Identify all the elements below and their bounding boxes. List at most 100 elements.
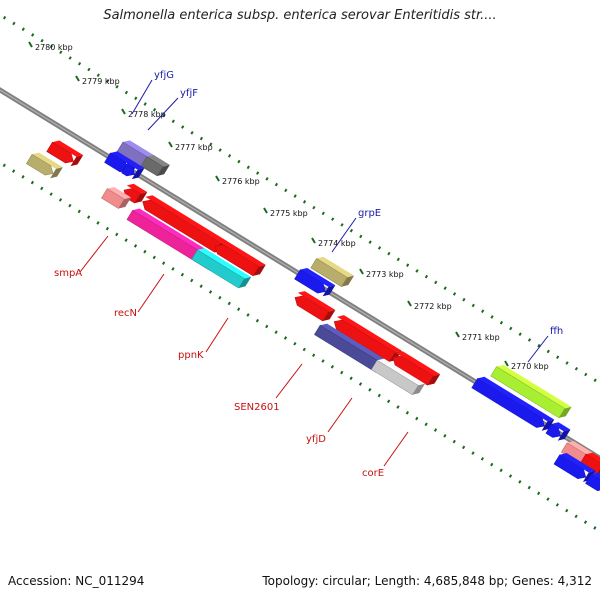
feature-front-face: [214, 244, 260, 277]
feature-front-face: [121, 163, 136, 177]
feature-ffh: [471, 376, 555, 431]
feature-blue-small-2: [545, 422, 571, 441]
feature-top-face: [567, 441, 595, 456]
feature-front-face: [490, 366, 566, 419]
ruler-tick: 2776 kbp: [215, 175, 260, 186]
feature-top-face: [107, 186, 132, 200]
ruler-label: 2771 kbp: [462, 333, 500, 342]
ruler-tick-mark: [407, 300, 412, 307]
feature-side-face: [322, 309, 336, 321]
ruler-label: 2770 kbp: [511, 362, 549, 371]
callout-leader-line: [275, 363, 303, 399]
gene-label: SEN2601: [234, 402, 280, 413]
callout-leader-line: [383, 431, 409, 467]
feature-front-face: [101, 188, 125, 209]
feature-olive-1: [25, 152, 63, 179]
feature-front-face: [471, 378, 545, 428]
feature-side-face: [541, 419, 555, 431]
feature-top-face: [126, 183, 148, 194]
feature-front-face: [25, 153, 54, 176]
feature-side-face: [253, 264, 266, 276]
ruler-tick: 2771 kbp: [455, 331, 500, 342]
feature-side-face: [558, 406, 572, 418]
gene-label: yfjG: [154, 70, 174, 81]
gene-callouts: yfjG yfjF grpE ffh smpA recN ppnK SEN2601 yfjD co…: [54, 70, 563, 479]
gene-label: ffh: [550, 326, 563, 337]
ruler-tick: 2780 kbp: [28, 41, 73, 52]
feature-top-face: [197, 248, 252, 279]
ruler-label: 2775 kbp: [270, 209, 308, 218]
feature-side-face: [118, 197, 132, 209]
feature-top-face: [377, 358, 426, 386]
callout-leader-line: [137, 273, 165, 313]
ruler-label: 2772 kbp: [414, 302, 452, 311]
feature-top-face: [52, 140, 84, 157]
feature-top-face: [297, 291, 336, 312]
feature-front-face: [46, 141, 74, 164]
feature-front-face: [142, 199, 221, 253]
feature-front-face: [294, 269, 326, 294]
ruler-label: 2774 kbp: [318, 239, 356, 248]
callout-leader-line: [327, 397, 353, 433]
feature-side-face: [322, 285, 336, 297]
gene-callout-recn: recN: [114, 273, 165, 319]
accession-text: Accession: NC_011294: [8, 574, 145, 588]
ruler-tick-mark: [311, 237, 316, 244]
ruler-tick-mark: [504, 360, 509, 367]
ruler-label: 2776 kbp: [222, 177, 260, 186]
feature-top-face: [395, 351, 441, 376]
feature-front-face: [585, 473, 600, 492]
feature-front-face: [294, 295, 329, 322]
feature-red-small-1: [46, 140, 84, 167]
ruler-tick: 2774 kbp: [311, 237, 356, 248]
ruler-label: 2778 kbp: [128, 110, 166, 119]
gene-label: yfjF: [180, 88, 198, 99]
feature-top-face: [300, 267, 336, 287]
ruler-tick-mark: [168, 141, 173, 148]
ruler-tick-mark: [455, 331, 460, 338]
ruler-tick-mark: [263, 207, 268, 214]
ruler-tick: 2773 kbp: [359, 268, 404, 279]
map-title: Salmonella enterica subsp. enterica sero…: [103, 8, 497, 23]
ruler-tick: 2777 kbp: [168, 141, 213, 152]
feature-corE: [371, 358, 426, 396]
feature-top-face: [585, 452, 600, 465]
gene-callout-grpe: grpE: [331, 208, 381, 253]
feature-front-face: [310, 258, 348, 288]
feature-grpE: [310, 256, 355, 288]
callout-leader-line: [205, 317, 229, 353]
feature-side-face: [70, 155, 84, 167]
feature-smpA: [101, 186, 132, 209]
feature-red-small-3: [294, 291, 336, 322]
ruler-label: 2780 kbp: [35, 43, 73, 52]
ruler-tick-mark: [359, 268, 364, 275]
feature-top-face: [320, 323, 389, 363]
feature-front-face: [191, 249, 245, 289]
feature-ppnK: [191, 248, 252, 289]
ruler-tick: 2778 kbp: [121, 108, 166, 119]
feature-front-face: [123, 188, 141, 204]
ruler-labels: 2780 kbp 2779 kbp 2778 kbp 2777 kbp 2776 kbp…: [28, 41, 549, 371]
feature-blue-right-2: [585, 472, 600, 492]
ruler-label: 2779 kbp: [82, 77, 120, 86]
feature-front-face: [140, 156, 164, 177]
ruler-tick: 2772 kbp: [407, 300, 452, 311]
gene-callout-sen2601: SEN2601: [234, 363, 303, 413]
gene-callout-yfjd: yfjD: [306, 397, 353, 445]
feature-front-face: [553, 454, 587, 479]
feature-side-face: [157, 164, 170, 176]
callout-leader-line: [79, 235, 109, 273]
ruler-tick: 2770 kbp: [504, 360, 549, 371]
feature-side-face: [134, 192, 148, 204]
feature-side-face: [341, 275, 355, 287]
tick-track-outer: [0, 13, 600, 385]
feature-top-face: [110, 151, 138, 166]
ruler-label: 2777 kbp: [175, 143, 213, 152]
feature-grey-1: [140, 154, 170, 177]
feature-side-face: [557, 429, 571, 441]
feature-side-face: [238, 277, 252, 289]
feature-side-face: [427, 374, 441, 386]
gene-label: smpA: [54, 268, 82, 279]
gene-callout-yfjg: yfjG: [131, 70, 174, 115]
feature-top-face: [591, 472, 600, 485]
